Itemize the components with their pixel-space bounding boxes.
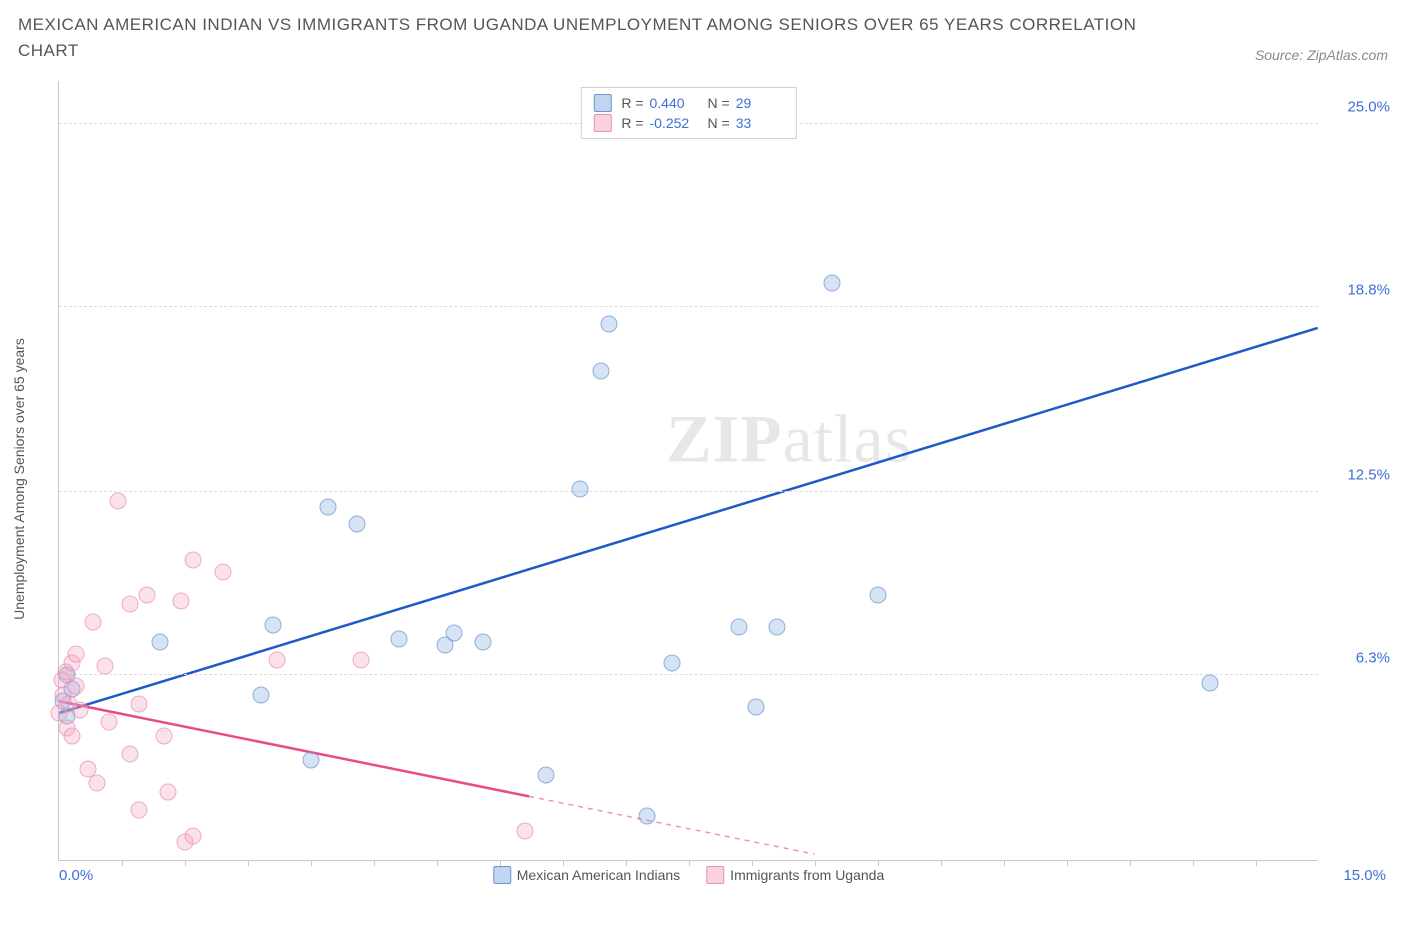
data-point — [517, 822, 534, 839]
data-point — [601, 316, 618, 333]
data-point — [97, 657, 114, 674]
legend-series-item: Mexican American Indians — [493, 866, 680, 884]
x-tick — [1256, 860, 1257, 866]
data-point — [639, 807, 656, 824]
legend-stat-row: R = 0.440N = 29 — [593, 94, 783, 112]
watermark: ZIPatlas — [666, 400, 912, 479]
data-point — [823, 275, 840, 292]
x-tick — [941, 860, 942, 866]
y-tick-label: 25.0% — [1347, 99, 1390, 116]
data-point — [1201, 675, 1218, 692]
grid-line — [59, 674, 1318, 675]
data-point — [185, 551, 202, 568]
data-point — [748, 698, 765, 715]
data-point — [130, 801, 147, 818]
legend-series-item: Immigrants from Uganda — [706, 866, 884, 884]
x-tick — [1004, 860, 1005, 866]
data-point — [214, 563, 231, 580]
grid-line — [59, 491, 1318, 492]
data-point — [349, 516, 366, 533]
chart-container: Unemployment Among Seniors over 65 years… — [58, 81, 1388, 881]
x-tick — [185, 860, 186, 866]
legend-swatch-icon — [593, 94, 611, 112]
data-point — [185, 828, 202, 845]
correlation-legend: R = 0.440N = 29 R = -0.252N = 33 — [580, 87, 796, 139]
data-point — [870, 587, 887, 604]
data-point — [769, 619, 786, 636]
data-point — [151, 634, 168, 651]
y-axis-label: Unemployment Among Seniors over 65 years — [11, 338, 27, 620]
x-tick — [878, 860, 879, 866]
x-tick — [122, 860, 123, 866]
x-tick — [248, 860, 249, 866]
series-legend: Mexican American Indians Immigrants from … — [493, 866, 884, 884]
data-point — [571, 481, 588, 498]
data-point — [265, 616, 282, 633]
source-attribution: Source: ZipAtlas.com — [1255, 47, 1388, 63]
x-tick — [1067, 860, 1068, 866]
x-tick — [374, 860, 375, 866]
data-point — [139, 587, 156, 604]
plot-area: Unemployment Among Seniors over 65 years… — [58, 81, 1318, 861]
x-tick — [437, 860, 438, 866]
data-point — [269, 651, 286, 668]
data-point — [319, 498, 336, 515]
grid-line — [59, 306, 1318, 307]
data-point — [122, 746, 139, 763]
data-point — [63, 728, 80, 745]
x-tick — [752, 860, 753, 866]
data-point — [664, 654, 681, 671]
data-point — [122, 595, 139, 612]
data-point — [101, 713, 118, 730]
x-tick — [815, 860, 816, 866]
data-point — [160, 784, 177, 801]
data-point — [84, 613, 101, 630]
chart-title: MEXICAN AMERICAN INDIAN VS IMMIGRANTS FR… — [18, 12, 1138, 63]
y-tick-label: 12.5% — [1347, 467, 1390, 484]
legend-swatch-icon — [593, 114, 611, 132]
x-tick — [1193, 860, 1194, 866]
data-point — [72, 701, 89, 718]
y-tick-label: 6.3% — [1356, 649, 1390, 666]
data-point — [156, 728, 173, 745]
x-tick — [311, 860, 312, 866]
x-tick — [689, 860, 690, 866]
x-tick — [1130, 860, 1131, 866]
data-point — [391, 631, 408, 648]
data-point — [67, 645, 84, 662]
data-point — [172, 592, 189, 609]
legend-swatch-icon — [493, 866, 511, 884]
data-point — [445, 625, 462, 642]
data-point — [109, 492, 126, 509]
data-point — [353, 651, 370, 668]
data-point — [130, 696, 147, 713]
data-point — [252, 687, 269, 704]
x-tick — [563, 860, 564, 866]
data-point — [67, 678, 84, 695]
x-axis-max: 15.0% — [1343, 867, 1386, 884]
data-point — [303, 751, 320, 768]
data-point — [475, 634, 492, 651]
x-tick — [626, 860, 627, 866]
trend-lines — [59, 81, 1318, 860]
data-point — [592, 363, 609, 380]
data-point — [538, 766, 555, 783]
legend-stat-row: R = -0.252N = 33 — [593, 114, 783, 132]
data-point — [88, 775, 105, 792]
legend-swatch-icon — [706, 866, 724, 884]
data-point — [731, 619, 748, 636]
y-tick-label: 18.8% — [1347, 281, 1390, 298]
x-tick — [500, 860, 501, 866]
x-axis-min: 0.0% — [59, 867, 93, 884]
